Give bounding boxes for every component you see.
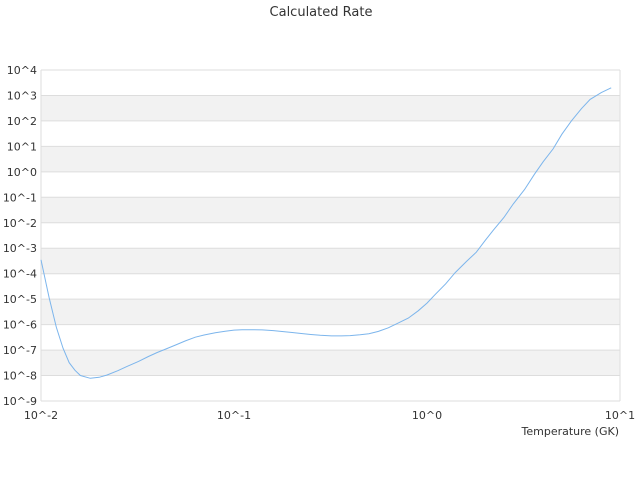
plot-band (41, 350, 620, 376)
plot-band (41, 197, 620, 223)
y-tick-label: 10^-2 (3, 217, 37, 230)
plot-band (41, 299, 620, 325)
x-axis-label: Temperature (GK) (521, 425, 620, 438)
rate-series-line (40, 87, 612, 379)
x-axis-ticks: 10^-2 10^-1 10^0 10^1 (24, 409, 635, 422)
x-tick-label: 10^-1 (217, 409, 251, 422)
y-tick-label: 10^-1 (3, 191, 37, 204)
plot-band (41, 146, 620, 172)
y-tick-label: 10^-4 (3, 268, 37, 281)
x-tick-label: 10^1 (605, 409, 635, 422)
y-tick-label: 10^2 (7, 115, 37, 128)
x-tick-label: 10^-2 (24, 409, 58, 422)
y-tick-label: 10^0 (7, 166, 37, 179)
plot-band (41, 248, 620, 274)
x-tick-label: 10^0 (412, 409, 442, 422)
y-tick-label: 10^-7 (3, 344, 37, 357)
plot-gridlines (40, 69, 621, 402)
y-tick-label: 10^-3 (3, 242, 37, 255)
y-tick-label: 10^-5 (3, 293, 37, 306)
y-tick-label: 10^-6 (3, 319, 37, 332)
y-tick-label: 10^3 (7, 89, 37, 102)
y-tick-label: 10^4 (7, 64, 37, 77)
chart-title: Calculated Rate (270, 5, 373, 20)
y-axis-ticks: 10^-9 10^-8 10^-7 10^-6 10^-5 10^-4 10^-3 10^-2… (3, 64, 37, 408)
y-tick-label: 10^-9 (3, 395, 37, 408)
y-tick-label: 10^-8 (3, 370, 37, 383)
y-tick-label: 10^1 (7, 140, 37, 153)
plot-band (41, 95, 620, 121)
plot-bands (41, 95, 620, 376)
